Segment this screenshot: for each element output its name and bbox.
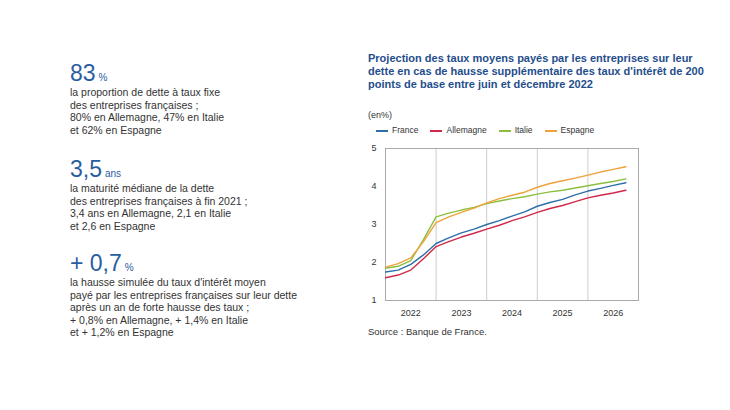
svg-text:2025: 2025 (553, 308, 573, 318)
html-text:+ 0,7: + 0,7 (70, 250, 122, 276)
html-text:la hausse simulée du taux d'in: la hausse simulée du taux d'intérêt moye… (70, 276, 266, 288)
html-text:83: 83 (70, 60, 96, 86)
html-text:France: France (392, 125, 419, 135)
svg-text:5: 5 (371, 143, 376, 153)
html-text:80% en Allemagne, 47% en Itali: 80% en Allemagne, 47% en Italie (70, 111, 225, 123)
html-text:la proportion de dette à taux: la proportion de dette à taux fixe (70, 86, 220, 98)
html-text:des entreprises françaises ;: des entreprises françaises ; (70, 98, 199, 111)
html-text:ans: ans (105, 168, 122, 179)
html-text:et 62% en Espagne: et 62% en Espagne (70, 123, 162, 136)
html-text:Allemagne: Allemagne (446, 125, 487, 135)
html-text:+ 0,8% en Allemagne, + 1,4% en: + 0,8% en Allemagne, + 1,4% en Italie (70, 313, 248, 326)
html-text:payé par les entreprises franç: payé par les entreprises françaises sur … (70, 288, 297, 301)
html-text:des entreprises françaises à f: des entreprises françaises à fin 2021 ; (70, 194, 248, 207)
svg-text:2026: 2026 (603, 308, 623, 318)
html-text:après un an de forte hausse de: après un an de forte hausse des taux ; (70, 301, 250, 313)
html-text:et + 1,2% en Espagne: et + 1,2% en Espagne (70, 326, 174, 338)
html-text:(en%): (en%) (368, 110, 392, 120)
svg-text:2022: 2022 (401, 308, 421, 318)
html-text:Espagne: Espagne (560, 125, 595, 135)
html-text:3,4 ans en Allemagne, 2,1 en I: 3,4 ans en Allemagne, 2,1 en Italie (70, 207, 232, 219)
svg-text:3: 3 (371, 219, 376, 229)
svg-text:4: 4 (371, 181, 376, 191)
html-text:la maturité médiane de la dett: la maturité médiane de la dette (70, 182, 215, 194)
html-text:Projection des taux moyens pay: Projection des taux moyens payés par les… (368, 52, 704, 90)
html-text:Source : Banque de France.: Source : Banque de France. (368, 326, 487, 337)
svg-text:1: 1 (371, 295, 376, 305)
svg-text:2: 2 (371, 257, 376, 267)
html-text:3,5: 3,5 (70, 156, 102, 182)
svg-text:2023: 2023 (451, 308, 471, 318)
html-text:et 2,6 en Espagne: et 2,6 en Espagne (70, 219, 156, 232)
svg-text:2024: 2024 (502, 308, 522, 318)
html-text:Italie: Italie (514, 125, 533, 135)
